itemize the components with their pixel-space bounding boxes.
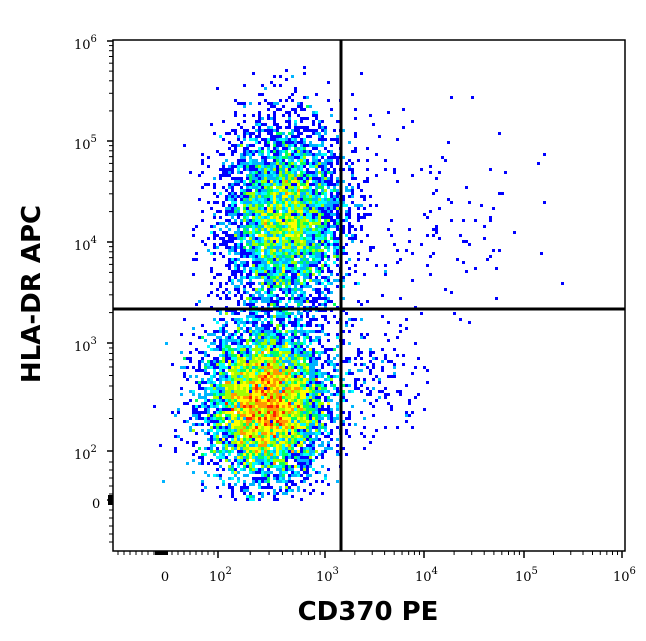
y-tick-label: 105 (74, 134, 97, 153)
x-tick-label: 104 (415, 566, 438, 585)
y-tick-label: 103 (74, 336, 97, 355)
x-axis-title: CD370 PE (298, 597, 439, 627)
y-axis-title: HLA-DR APC (17, 205, 47, 383)
x-tick-label: 0 (161, 570, 169, 585)
y-tick-label: 104 (74, 235, 97, 254)
plot-frame (112, 39, 626, 552)
x-tick-label: 103 (316, 566, 339, 585)
x-tick-label: 102 (209, 566, 232, 585)
y-axis: 106 105 104 103 102 0 (74, 34, 113, 543)
y-tick-label: 0 (92, 497, 100, 512)
x-axis: 0 102 103 104 105 106 (117, 551, 636, 585)
y-tick-label: 102 (74, 444, 97, 463)
x-tick-label: 105 (515, 566, 538, 585)
x-tick-label: 106 (613, 566, 636, 585)
density-points (153, 66, 564, 501)
y-tick-label: 106 (74, 34, 97, 53)
